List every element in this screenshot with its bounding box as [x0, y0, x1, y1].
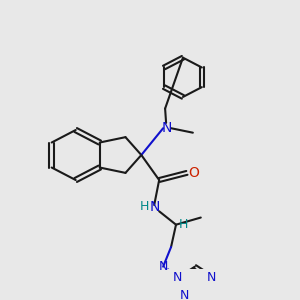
Text: N: N: [207, 271, 217, 284]
Text: N: N: [173, 271, 183, 284]
Text: N: N: [150, 200, 160, 214]
Text: O: O: [188, 166, 199, 180]
Text: N: N: [180, 289, 189, 300]
Text: H: H: [140, 200, 149, 213]
Text: N: N: [162, 121, 172, 135]
Text: N: N: [158, 260, 168, 273]
Text: H: H: [179, 218, 189, 231]
